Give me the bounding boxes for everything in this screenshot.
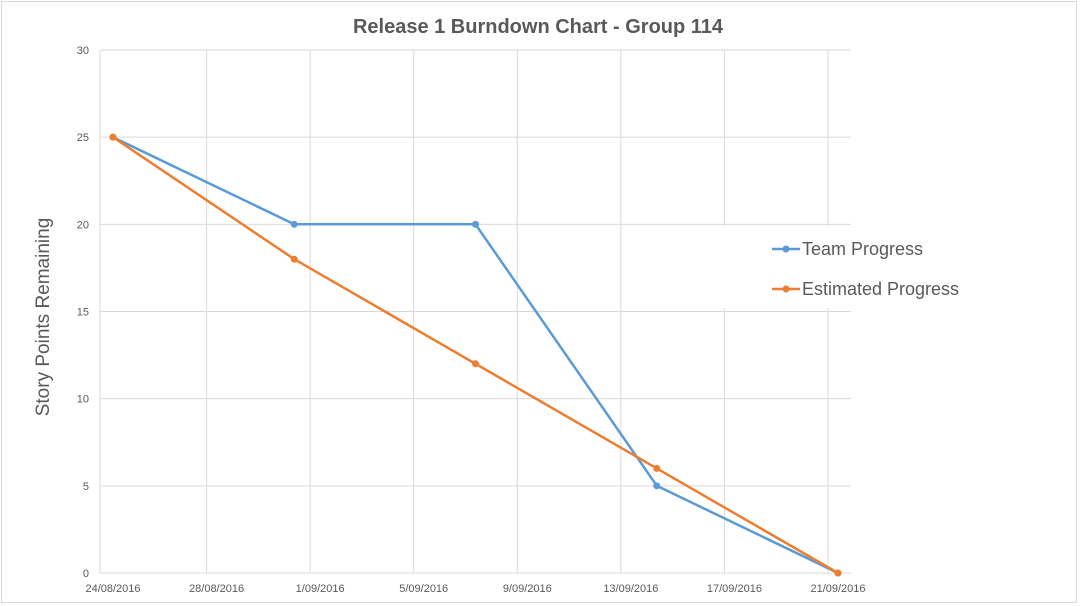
y-axis-label: Story Points Remaining — [33, 218, 54, 417]
y-tick-label: 10 — [77, 394, 89, 406]
gridlines — [99, 49, 851, 574]
x-tick-label: 17/09/2016 — [707, 583, 762, 595]
data-point — [834, 569, 842, 577]
y-tick-label: 5 — [83, 481, 89, 493]
legend-label: Estimated Progress — [802, 279, 959, 299]
x-tick-label: 1/09/2016 — [296, 583, 345, 595]
legend-swatch-marker — [782, 285, 790, 293]
y-tick-label: 0 — [83, 568, 89, 580]
series-line-0 — [112, 136, 839, 575]
y-tick-label: 20 — [77, 219, 89, 231]
y-tick-label: 30 — [77, 45, 89, 57]
x-tick-label: 13/09/2016 — [603, 583, 658, 595]
y-axis-ticks: 0 5 10 15 20 25 30 — [77, 45, 89, 580]
legend: Team Progress Estimated Progress — [716, 226, 978, 308]
data-point — [109, 133, 117, 141]
data-point — [653, 464, 661, 472]
data-point — [290, 220, 298, 228]
x-tick-label: 5/09/2016 — [399, 583, 448, 595]
data-point — [653, 482, 661, 490]
y-tick-label: 25 — [77, 132, 89, 144]
x-tick-label: 21/09/2016 — [810, 583, 865, 595]
x-tick-label: 28/08/2016 — [189, 583, 244, 595]
x-tick-label: 24/08/2016 — [85, 583, 140, 595]
x-axis-ticks: 24/08/2016 28/08/2016 1/09/2016 5/09/2016 9/… — [85, 583, 865, 595]
legend-swatch-marker — [782, 245, 790, 253]
legend-box — [716, 226, 978, 308]
series-lines — [109, 133, 842, 577]
y-tick-label: 15 — [77, 307, 89, 319]
data-point — [290, 255, 298, 263]
series-line-1 — [112, 136, 839, 575]
legend-label: Team Progress — [802, 239, 923, 259]
data-point — [472, 220, 479, 228]
data-point — [472, 360, 479, 368]
chart-title: Release 1 Burndown Chart - Group 114 — [353, 16, 724, 38]
x-tick-label: 9/09/2016 — [503, 583, 552, 595]
